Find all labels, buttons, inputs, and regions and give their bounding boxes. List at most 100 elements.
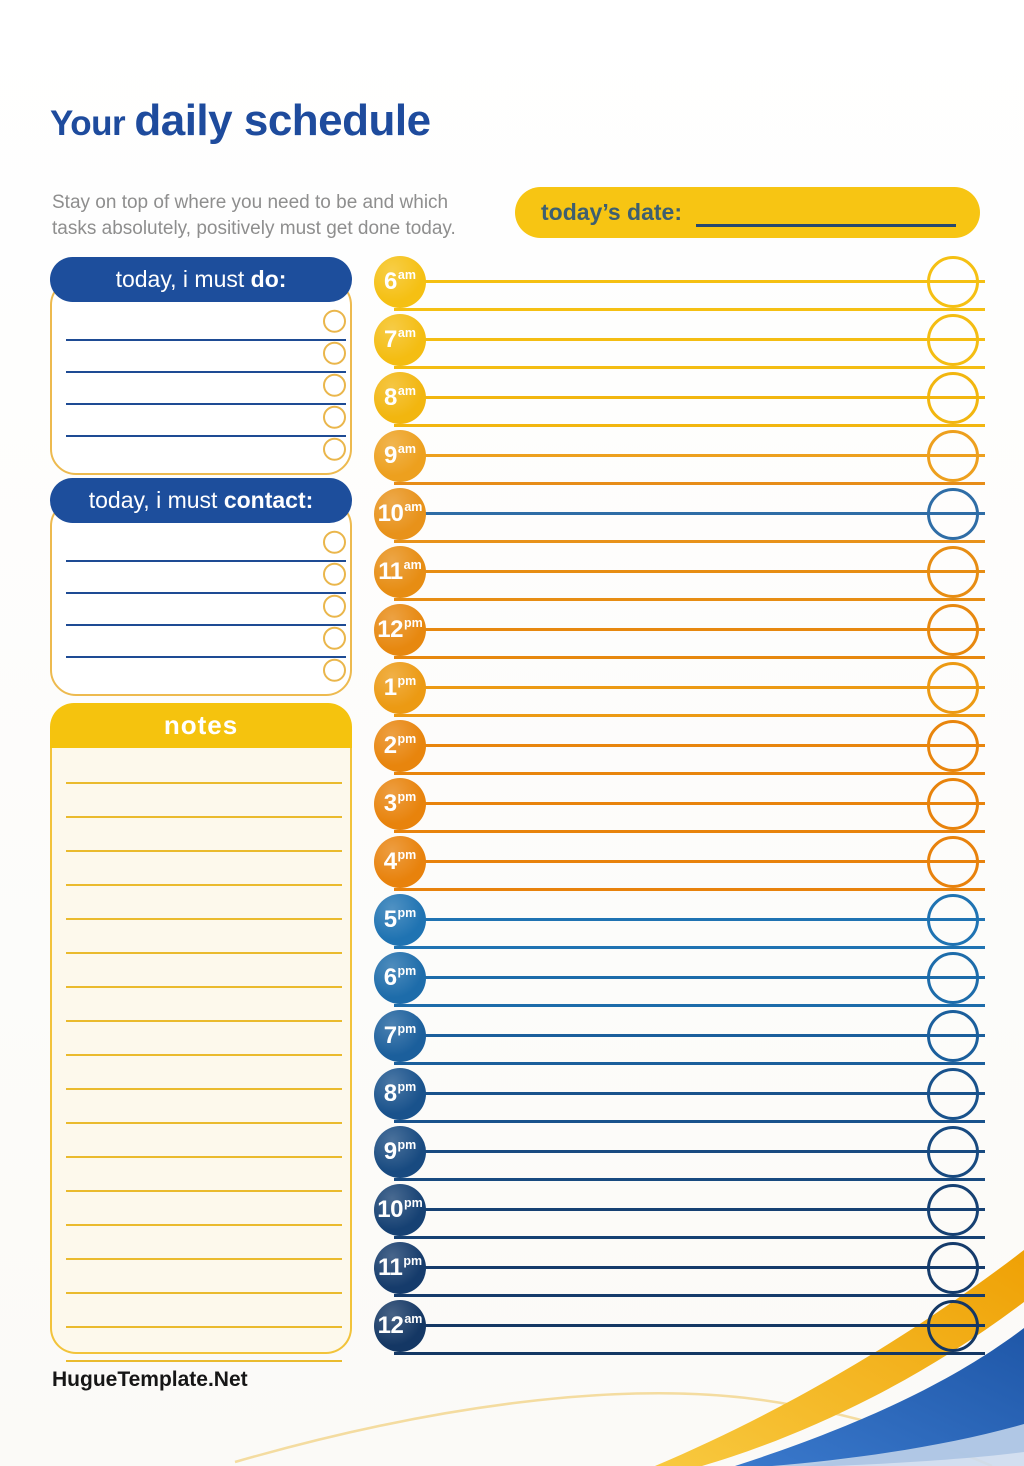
schedule-check-circle[interactable] xyxy=(927,1300,979,1352)
note-writing-line[interactable] xyxy=(66,750,342,784)
schedule-writing-line-lower[interactable] xyxy=(394,1236,985,1239)
note-writing-line[interactable] xyxy=(66,1328,342,1362)
entry-writing-line[interactable] xyxy=(66,658,346,688)
note-writing-line[interactable] xyxy=(66,1022,342,1056)
schedule-check-circle[interactable] xyxy=(927,894,979,946)
schedule-check-circle[interactable] xyxy=(927,662,979,714)
schedule-check-circle[interactable] xyxy=(927,372,979,424)
schedule-check-circle[interactable] xyxy=(927,1184,979,1236)
check-circle[interactable] xyxy=(323,626,346,650)
note-writing-line[interactable] xyxy=(66,1158,342,1192)
schedule-check-circle[interactable] xyxy=(927,430,979,482)
schedule-writing-line-lower[interactable] xyxy=(394,656,985,659)
check-circle[interactable] xyxy=(323,437,346,461)
entry-writing-line[interactable] xyxy=(66,437,346,467)
entry-writing-line[interactable] xyxy=(66,626,346,658)
schedule-check-circle[interactable] xyxy=(927,952,979,1004)
note-writing-line[interactable] xyxy=(66,1192,342,1226)
schedule-check-circle[interactable] xyxy=(927,604,979,656)
note-writing-line[interactable] xyxy=(66,886,342,920)
entry-writing-line[interactable] xyxy=(66,530,346,562)
schedule-writing-line[interactable] xyxy=(420,338,985,341)
note-writing-line[interactable] xyxy=(66,988,342,1022)
entry-writing-line[interactable] xyxy=(66,309,346,341)
schedule-writing-line[interactable] xyxy=(420,686,985,689)
check-circle[interactable] xyxy=(323,658,346,682)
schedule-writing-line[interactable] xyxy=(420,1208,985,1211)
schedule-writing-line-lower[interactable] xyxy=(394,308,985,311)
schedule-writing-line-lower[interactable] xyxy=(394,1120,985,1123)
entry-writing-line[interactable] xyxy=(66,341,346,373)
schedule-writing-line[interactable] xyxy=(420,570,985,573)
todays-date-blank[interactable] xyxy=(696,224,956,227)
schedule-writing-line-lower[interactable] xyxy=(394,1352,985,1355)
note-writing-line[interactable] xyxy=(66,1260,342,1294)
note-writing-line[interactable] xyxy=(66,1124,342,1158)
note-writing-line[interactable] xyxy=(66,1226,342,1260)
schedule-writing-line-lower[interactable] xyxy=(394,424,985,427)
entry-writing-line[interactable] xyxy=(66,594,346,626)
check-circle[interactable] xyxy=(323,373,346,397)
check-circle[interactable] xyxy=(323,309,346,333)
schedule-writing-line[interactable] xyxy=(420,1092,985,1095)
schedule-writing-line-lower[interactable] xyxy=(394,714,985,717)
schedule-writing-line-lower[interactable] xyxy=(394,772,985,775)
schedule-writing-line[interactable] xyxy=(420,744,985,747)
check-circle[interactable] xyxy=(323,562,346,586)
schedule-writing-line[interactable] xyxy=(420,976,985,979)
note-writing-line[interactable] xyxy=(66,920,342,954)
schedule-check-circle[interactable] xyxy=(927,778,979,830)
check-circle[interactable] xyxy=(323,341,346,365)
schedule-check-circle[interactable] xyxy=(927,314,979,366)
entry-writing-line[interactable] xyxy=(66,405,346,437)
schedule-writing-line[interactable] xyxy=(420,512,985,515)
schedule-writing-line[interactable] xyxy=(420,1266,985,1269)
note-writing-line[interactable] xyxy=(66,784,342,818)
schedule-writing-line-lower[interactable] xyxy=(394,540,985,543)
schedule-writing-line-lower[interactable] xyxy=(394,598,985,601)
entry-writing-line[interactable] xyxy=(66,373,346,405)
schedule-writing-line-lower[interactable] xyxy=(394,1004,985,1007)
schedule-writing-line-lower[interactable] xyxy=(394,482,985,485)
schedule-writing-line-lower[interactable] xyxy=(394,830,985,833)
schedule-check-circle[interactable] xyxy=(927,1010,979,1062)
note-writing-line[interactable] xyxy=(66,1294,342,1328)
check-circle[interactable] xyxy=(323,405,346,429)
schedule-writing-line-lower[interactable] xyxy=(394,946,985,949)
note-writing-line[interactable] xyxy=(66,852,342,886)
schedule-writing-line[interactable] xyxy=(420,280,985,283)
schedule-writing-line-lower[interactable] xyxy=(394,888,985,891)
schedule-writing-line[interactable] xyxy=(420,396,985,399)
schedule-check-circle[interactable] xyxy=(927,836,979,888)
schedule-writing-line[interactable] xyxy=(420,1150,985,1153)
schedule-writing-line-lower[interactable] xyxy=(394,1062,985,1065)
schedule-check-circle[interactable] xyxy=(927,546,979,598)
schedule-writing-line[interactable] xyxy=(420,1324,985,1327)
time-circle-11am: 11 am xyxy=(374,546,426,598)
check-circle[interactable] xyxy=(323,594,346,618)
schedule-writing-line[interactable] xyxy=(420,1034,985,1037)
schedule-writing-line-lower[interactable] xyxy=(394,366,985,369)
schedule-writing-line[interactable] xyxy=(420,454,985,457)
schedule-writing-line[interactable] xyxy=(420,628,985,631)
schedule-check-circle[interactable] xyxy=(927,1068,979,1120)
schedule-check-circle[interactable] xyxy=(927,1242,979,1294)
time-circle-5pm: 5 pm xyxy=(374,894,426,946)
schedule-row-2pm: 2 pm xyxy=(374,717,990,775)
schedule-writing-line[interactable] xyxy=(420,918,985,921)
time-circle-8pm: 8 pm xyxy=(374,1068,426,1120)
note-writing-line[interactable] xyxy=(66,954,342,988)
schedule-writing-line[interactable] xyxy=(420,860,985,863)
entry-writing-line[interactable] xyxy=(66,562,346,594)
schedule-check-circle[interactable] xyxy=(927,720,979,772)
note-writing-line[interactable] xyxy=(66,818,342,852)
check-circle[interactable] xyxy=(323,530,346,554)
schedule-writing-line-lower[interactable] xyxy=(394,1178,985,1181)
schedule-row-8pm: 8 pm xyxy=(374,1065,990,1123)
schedule-check-circle[interactable] xyxy=(927,488,979,540)
schedule-writing-line[interactable] xyxy=(420,802,985,805)
schedule-check-circle[interactable] xyxy=(927,1126,979,1178)
schedule-check-circle[interactable] xyxy=(927,256,979,308)
note-writing-line[interactable] xyxy=(66,1056,342,1090)
note-writing-line[interactable] xyxy=(66,1090,342,1124)
